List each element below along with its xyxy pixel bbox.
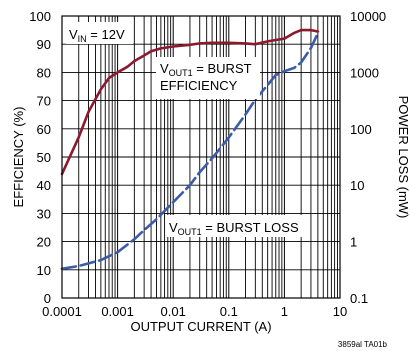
x-tick-label: 0.01 xyxy=(161,304,186,319)
series-layer xyxy=(60,28,320,271)
y-left-tick-label: 0 xyxy=(44,291,51,306)
y-right-tick-label: 10 xyxy=(350,178,364,193)
plot-frame xyxy=(61,15,341,299)
efficiency-curve xyxy=(60,28,320,176)
condition-label: VIN = 12V xyxy=(69,27,125,44)
grid xyxy=(61,15,340,299)
condition-label-bg xyxy=(66,22,133,44)
y-left-tick-label: 30 xyxy=(37,206,51,221)
y-right-tick-label: 0.1 xyxy=(350,291,368,306)
y-left-tick-label: 10 xyxy=(37,263,51,278)
x-tick-label: 1 xyxy=(281,304,288,319)
efficiency-label-line2: EFFICIENCY xyxy=(160,78,238,93)
x-tick-label: 0.1 xyxy=(220,304,238,319)
power-loss-curve xyxy=(60,31,320,271)
efficiency-label-line1: VOUT1 = BURST xyxy=(160,61,252,78)
x-tick-label: 0.0001 xyxy=(42,304,82,319)
y-left-tick-label: 80 xyxy=(37,65,51,80)
y-left-tick-label: 40 xyxy=(37,178,51,193)
y-left-tick-label: 60 xyxy=(37,122,51,137)
tick-labels: 0.0001 0.001 0.01 0.1 1 100102030405060708090… xyxy=(29,9,386,319)
loss-label-bg xyxy=(166,215,306,237)
y-right-tick-label: 1 xyxy=(350,235,357,250)
loss-label: VOUT1 = BURST LOSS xyxy=(169,220,299,237)
y-right-tick-label: 1000 xyxy=(350,65,379,80)
y-left-axis-title: EFFICIENCY (%) xyxy=(11,107,26,208)
efficiency-label-bg xyxy=(156,57,260,99)
y-left-tick-label: 90 xyxy=(37,37,51,52)
y-left-tick-label: 20 xyxy=(37,235,51,250)
x-tick-label: 0.001 xyxy=(101,304,134,319)
y-left-tick-label: 100 xyxy=(29,9,51,24)
x-axis-title: OUTPUT CURRENT (A) xyxy=(130,319,271,334)
figure-id: 3859al TA01b xyxy=(338,340,388,349)
x-tick-label: 10 xyxy=(333,304,347,319)
y-left-tick-label: 50 xyxy=(37,150,51,165)
y-right-tick-label: 10000 xyxy=(350,9,386,24)
y-right-axis-title: POWER LOSS (mW) xyxy=(396,96,410,219)
y-right-tick-label: 100 xyxy=(350,122,372,137)
y-left-tick-label: 70 xyxy=(37,94,51,109)
